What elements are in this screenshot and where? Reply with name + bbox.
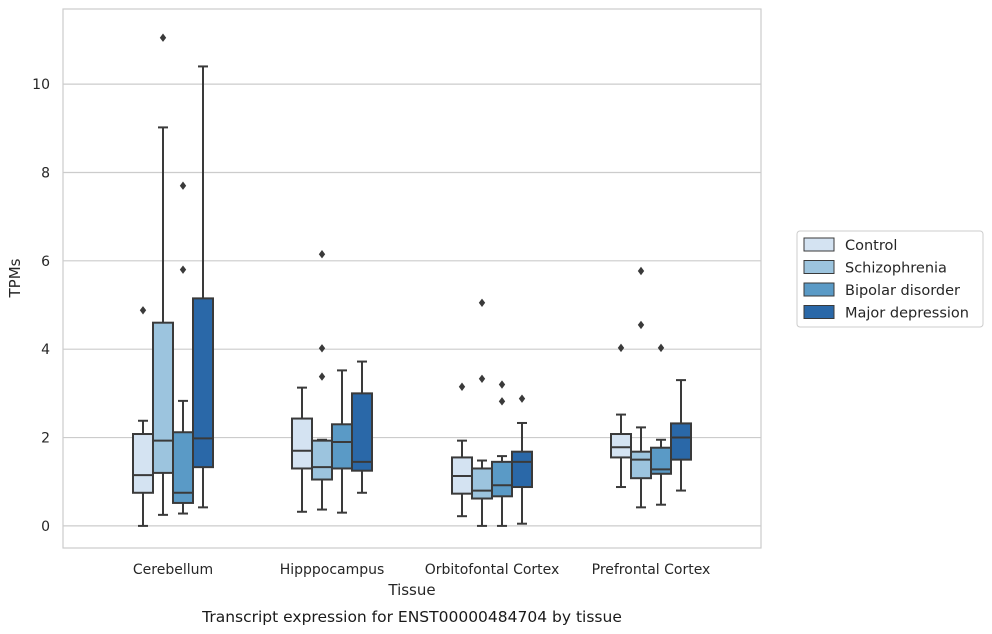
box-schizophrenia-cerebellum xyxy=(152,33,174,516)
iqr-box xyxy=(491,460,513,498)
box-bipolar-disorder-prefrontal-cortex xyxy=(650,343,672,506)
box-control-hipppocampus xyxy=(291,386,313,513)
box-major-depression-hipppocampus xyxy=(351,360,373,494)
outlier-point xyxy=(637,266,645,276)
legend-swatch xyxy=(803,305,835,319)
y-tick-label: 4 xyxy=(41,342,50,358)
legend-item: Schizophrenia xyxy=(803,260,947,277)
outlier-point xyxy=(179,265,187,274)
outlier-point xyxy=(657,343,665,353)
legend-label: Schizophrenia xyxy=(845,261,947,277)
x-tick-label: Cerebellum xyxy=(133,562,213,578)
iqr-box xyxy=(511,450,533,489)
outlier-point xyxy=(498,380,506,389)
outlier-point xyxy=(637,320,645,330)
iqr-box xyxy=(471,467,493,500)
legend-swatch xyxy=(803,237,835,252)
outlier-point xyxy=(318,250,326,259)
legend-label: Major depression xyxy=(845,306,969,322)
iqr-box xyxy=(152,321,174,474)
box-schizophrenia-prefrontal-cortex xyxy=(630,266,652,509)
box-bipolar-disorder-orbitofontal-cortex xyxy=(491,380,513,527)
legend-label: Bipolar disorder xyxy=(845,283,960,299)
iqr-box xyxy=(630,450,652,480)
legend-swatch xyxy=(803,260,835,274)
box-bipolar-disorder-cerebellum xyxy=(172,181,194,515)
legend-item: Major depression xyxy=(803,305,969,322)
outlier-point xyxy=(458,382,466,391)
iqr-box xyxy=(670,422,692,461)
outlier-point xyxy=(617,343,625,353)
outlier-point xyxy=(478,374,486,383)
outlier-point xyxy=(478,298,486,307)
y-tick-label: 8 xyxy=(41,165,50,181)
x-axis-label: Tissue xyxy=(387,581,435,599)
iqr-box xyxy=(650,446,672,475)
box-schizophrenia-hipppocampus xyxy=(311,250,333,511)
outlier-point xyxy=(518,394,526,403)
iqr-box xyxy=(331,423,353,470)
iqr-box xyxy=(291,417,313,470)
outlier-point xyxy=(318,372,326,381)
box-schizophrenia-orbitofontal-cortex xyxy=(471,298,493,527)
iqr-box xyxy=(132,433,154,494)
outlier-point xyxy=(139,306,147,315)
y-tick-label: 2 xyxy=(41,431,50,447)
x-tick-labels: Cerebellum Hipppocampus Orbitofontal Corte… xyxy=(133,562,710,578)
x-tick-label: Orbitofontal Cortex xyxy=(425,562,560,578)
legend-swatch xyxy=(803,282,835,297)
outlier-point xyxy=(179,181,187,190)
iqr-box xyxy=(351,392,373,472)
box-control-cerebellum xyxy=(132,306,154,527)
x-tick-label: Hipppocampus xyxy=(280,562,385,578)
legend: Control Schizophrenia Bipolar disorder Majo… xyxy=(796,230,984,328)
boxes xyxy=(132,33,692,527)
box-control-orbitofontal-cortex xyxy=(451,382,473,518)
box-control-prefrontal-cortex xyxy=(610,343,632,489)
box-bipolar-disorder-hipppocampus xyxy=(331,369,353,514)
y-tick-label: 6 xyxy=(41,254,50,270)
box-major-depression-prefrontal-cortex xyxy=(670,379,692,492)
legend-label: Control xyxy=(845,238,897,254)
y-tick-label: 0 xyxy=(41,519,50,535)
plot-frame xyxy=(62,8,762,549)
outlier-point xyxy=(318,344,326,353)
outlier-point xyxy=(159,33,167,42)
chart-caption: Transcript expression for ENST0000048470… xyxy=(201,608,622,626)
iqr-box xyxy=(311,439,333,481)
iqr-box xyxy=(192,297,214,469)
legend-item: Control xyxy=(803,237,897,254)
outlier-point xyxy=(498,397,506,406)
y-tick-label: 10 xyxy=(32,77,50,93)
y-axis-label: TPMs xyxy=(6,258,24,298)
x-tick-label: Prefrontal Cortex xyxy=(592,562,711,578)
y-tick-labels: 0 2 4 6 8 10 xyxy=(32,77,50,535)
legend-item: Bipolar disorder xyxy=(803,282,960,299)
iqr-box xyxy=(610,433,632,459)
box-major-depression-orbitofontal-cortex xyxy=(511,394,533,525)
legend-frame xyxy=(796,230,984,328)
box-major-depression-cerebellum xyxy=(192,65,214,509)
